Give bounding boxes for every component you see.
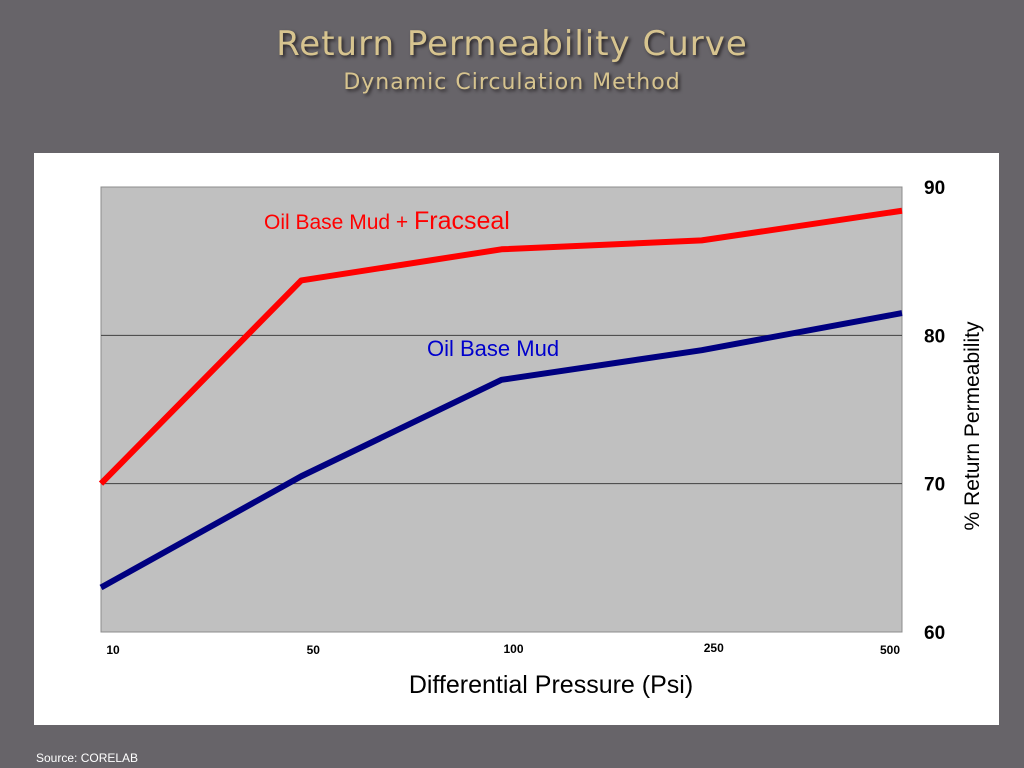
series-line-0 [98, 207, 903, 486]
x-tick-label: 10 [106, 643, 120, 657]
series-label-oil-base-mud: Oil Base Mud [427, 336, 559, 361]
slide-subtitle: Dynamic Circulation Method [343, 70, 681, 95]
series-label-fracseal: Oil Base Mud + Fracseal [264, 207, 510, 235]
x-tick-labels: 10 50 100 250 500 [106, 641, 900, 657]
x-tick-label: 250 [704, 641, 724, 655]
slide-title: Return Permeability Curve [276, 24, 748, 64]
x-tick-label: 500 [880, 643, 900, 657]
y-tick-label: 60 [924, 623, 945, 644]
y-tick-label: 90 [924, 178, 945, 199]
chart-panel: 60 70 80 90 10 50 100 250 500 Oil Base Mud + Fr… [34, 153, 999, 725]
series-label-fracseal-part2: Fracseal [414, 207, 510, 235]
series-line-1 [99, 310, 903, 591]
y-tick-label: 70 [924, 475, 945, 496]
series-lines [98, 207, 903, 591]
line-chart: 60 70 80 90 10 50 100 250 500 Oil Base Mud + Fr… [98, 178, 984, 699]
y-tick-labels: 60 70 80 90 [924, 178, 945, 644]
source-note: Source: CORELAB [36, 751, 139, 765]
x-tick-label: 50 [307, 643, 321, 657]
series-label-fracseal-part1: Oil Base Mud + [264, 211, 414, 234]
plot-area [100, 186, 903, 633]
y-tick-label: 80 [924, 326, 945, 347]
x-axis-label: Differential Pressure (Psi) [409, 671, 693, 699]
x-tick-label: 100 [503, 642, 523, 656]
y-axis-label: % Return Permeability [961, 321, 984, 530]
